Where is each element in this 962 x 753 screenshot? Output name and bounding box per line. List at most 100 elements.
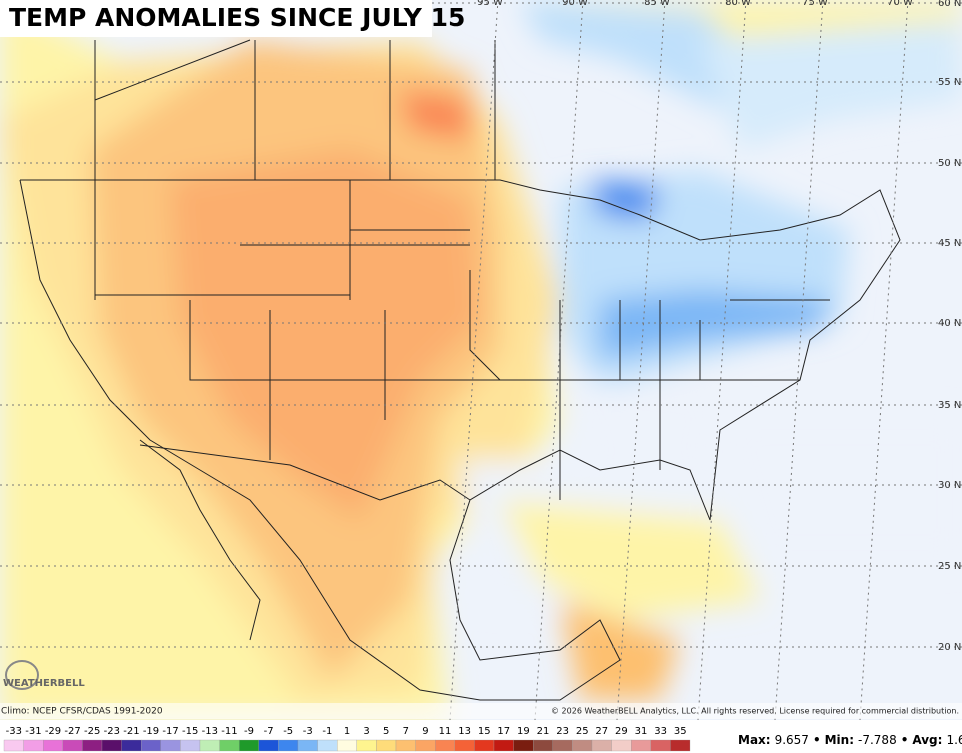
lat-label: 45 N	[938, 238, 961, 249]
legend-label: 7	[403, 726, 409, 737]
lat-label: 50 N	[938, 158, 961, 169]
meridian	[697, 0, 747, 721]
anomaly-field	[0, 0, 962, 720]
lon-label: 75 W	[802, 0, 828, 8]
legend-swatch	[82, 739, 103, 752]
legend-label: -7	[264, 726, 274, 737]
legend-label: 3	[363, 726, 369, 737]
legend-label: -9	[244, 726, 254, 737]
legend-swatch	[160, 739, 181, 752]
legend-label: 33	[654, 726, 667, 737]
stat-label: Max:	[738, 733, 771, 747]
lon-label: 95 W	[477, 0, 503, 8]
legend-swatch	[141, 739, 161, 752]
logo: WEATHERBELL	[3, 678, 85, 689]
legend-swatch	[611, 739, 632, 752]
stat-value: 1.621	[946, 733, 962, 747]
legend-label: -25	[84, 726, 100, 737]
legend-label: -29	[45, 726, 61, 737]
meridian	[449, 0, 499, 721]
legend-label: 25	[576, 726, 589, 737]
legend-label: -1	[322, 726, 332, 737]
legend-label: 5	[383, 726, 389, 737]
legend-label: -31	[25, 726, 41, 737]
meridian	[859, 0, 909, 721]
climo: Climo: NCEP CFSR/CDAS 1991-2020	[1, 707, 163, 717]
legend-label: -11	[221, 726, 237, 737]
legend-label: -23	[104, 726, 120, 737]
legend-label: 15	[478, 726, 491, 737]
legend-label: -21	[123, 726, 139, 737]
legend-swatch	[435, 739, 455, 752]
lat-label: 25 N	[938, 561, 961, 572]
legend-label: 1	[344, 726, 350, 737]
logo-swirl	[5, 660, 39, 690]
legend-swatch	[219, 739, 240, 752]
legend-swatch	[631, 739, 651, 752]
legend-swatch	[62, 739, 83, 752]
legend-label: -15	[182, 726, 198, 737]
meridian	[534, 0, 584, 721]
legend-swatch	[180, 739, 201, 752]
lat-label: 40 N	[938, 318, 961, 329]
legend-label: 31	[635, 726, 648, 737]
legend-label: 13	[458, 726, 471, 737]
legend-swatch	[415, 739, 436, 752]
stat-label: Min:	[825, 733, 854, 747]
legend: -33 -31 -29 -27 -25 -23 -21 -19 -17 -15 -13 -11 -9 -7…	[3, 726, 691, 752]
footer-band	[0, 703, 962, 719]
stat-label: Avg:	[912, 733, 942, 747]
legend-swatch	[493, 739, 514, 752]
legend-swatch	[533, 739, 553, 752]
graticule	[0, 0, 962, 721]
legend-label: -13	[202, 726, 218, 737]
legend-swatch	[278, 739, 299, 752]
lon-label: 90 W	[562, 0, 588, 8]
legend-swatch	[591, 739, 612, 752]
legend-label: -5	[283, 726, 293, 737]
legend-swatch	[297, 739, 318, 752]
legend-label: -17	[162, 726, 178, 737]
legend-label: 29	[615, 726, 628, 737]
stats-separator: •	[813, 733, 821, 747]
legend-swatch	[356, 739, 377, 752]
copyright: © 2026 WeatherBELL Analytics, LLC. All r…	[551, 707, 959, 716]
legend-swatch	[454, 739, 475, 752]
legend-swatch	[474, 739, 495, 752]
lat-label: 20 N	[938, 642, 961, 653]
legend-swatch	[552, 739, 573, 752]
lat-label: 30 N	[938, 480, 961, 491]
legend-swatch	[101, 739, 122, 752]
legend-swatch	[317, 739, 338, 752]
legend-label: 35	[674, 726, 687, 737]
legend-label: 17	[497, 726, 510, 737]
legend-label: -27	[64, 726, 80, 737]
legend-label: -33	[6, 726, 22, 737]
lat-label: 35 N	[938, 400, 961, 411]
legend-swatch	[3, 739, 24, 752]
legend-label: 19	[517, 726, 530, 737]
borders	[19, 39, 901, 701]
legend-swatch	[258, 739, 279, 752]
legend-label: 23	[556, 726, 569, 737]
legend-swatch	[670, 739, 691, 752]
legend-swatch	[395, 739, 416, 752]
legend-label: 11	[439, 726, 452, 737]
lat-label: 55 N	[938, 77, 961, 88]
legend-label: 9	[422, 726, 428, 737]
legend-label: 21	[537, 726, 550, 737]
legend-label: 27	[595, 726, 608, 737]
legend-swatch	[513, 739, 534, 752]
meridian	[774, 0, 824, 721]
legend-swatch	[337, 739, 357, 752]
legend-label: -3	[303, 726, 313, 737]
lon-label: 85 W	[644, 0, 670, 8]
legend-swatch	[23, 739, 44, 752]
stats-separator: •	[901, 733, 909, 747]
legend-label: -19	[143, 726, 159, 737]
stat-value: 9.657	[775, 733, 809, 747]
stats: Max:9.657•Min:-7.788•Avg:1.621	[738, 733, 962, 747]
title: TEMP ANOMALIES SINCE JULY 15	[9, 3, 465, 32]
